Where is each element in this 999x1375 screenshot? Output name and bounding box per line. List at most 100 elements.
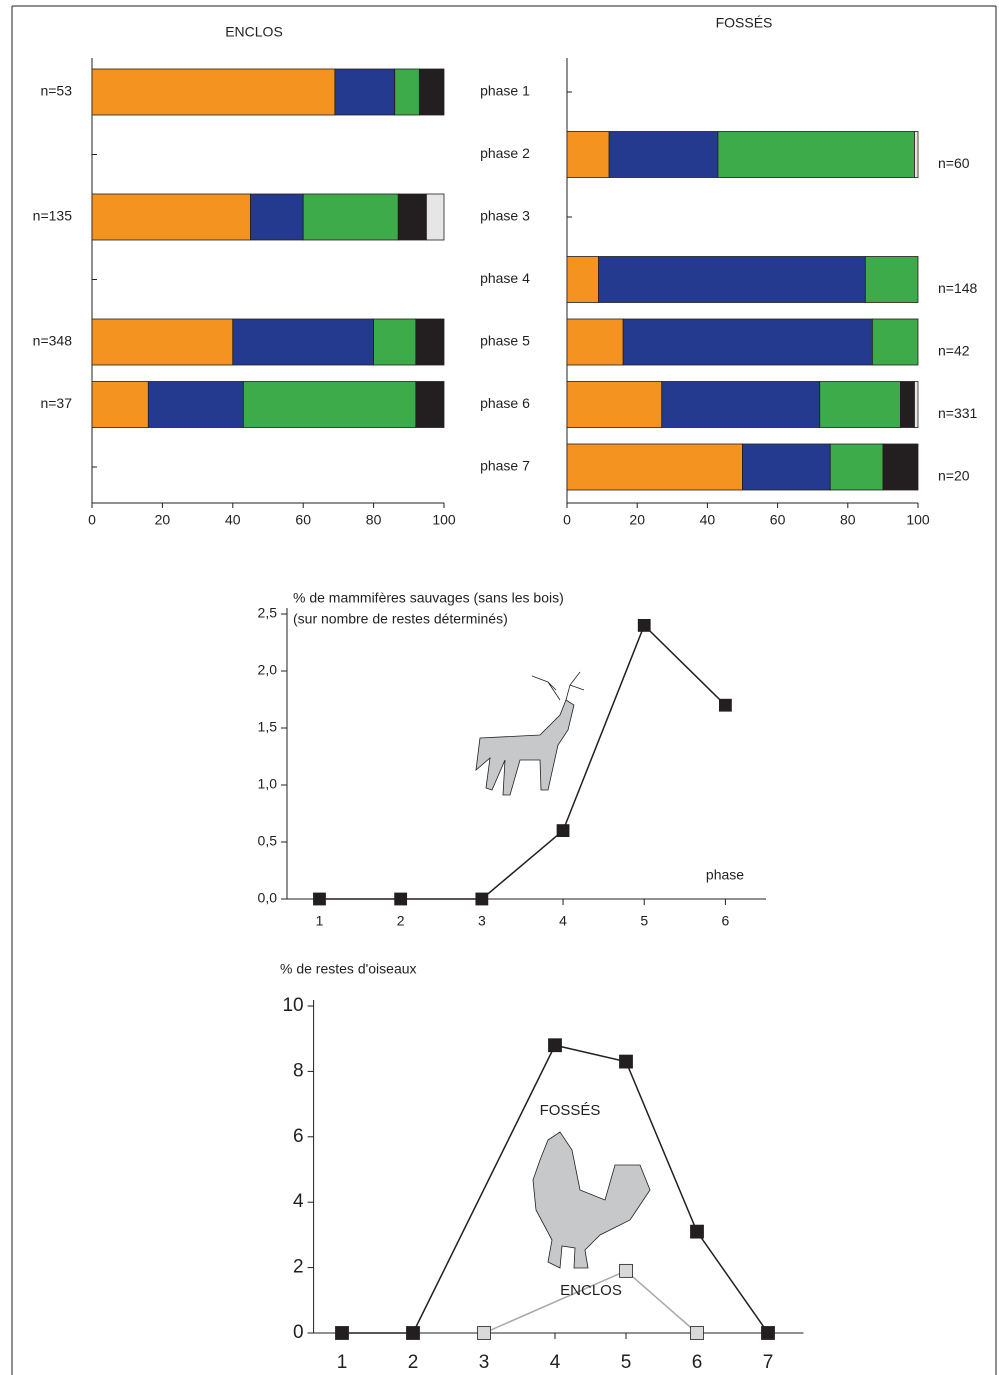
series-label: FOSSÉS bbox=[540, 1102, 601, 1119]
marker bbox=[719, 698, 732, 712]
y-tick-label: 2,5 bbox=[258, 605, 278, 621]
bar-segment bbox=[91, 193, 251, 241]
phase-label: phase 4 bbox=[480, 270, 530, 286]
phase-label: phase 1 bbox=[480, 83, 530, 99]
bar-segment bbox=[91, 318, 234, 366]
x-tick-label: 4 bbox=[550, 1352, 561, 1373]
x-tick-label: 60 bbox=[770, 512, 786, 528]
bar-segment bbox=[415, 381, 445, 428]
bar-segment bbox=[914, 381, 919, 428]
marker bbox=[690, 1224, 704, 1239]
y-tick-label: 6 bbox=[293, 1126, 304, 1147]
chart-title: % de mammifères sauvages (sans les bois) bbox=[293, 590, 564, 606]
n-label: n=53 bbox=[40, 83, 72, 99]
y-tick-label: 8 bbox=[293, 1060, 304, 1081]
deer-icon bbox=[475, 671, 585, 796]
x-tick-label: 80 bbox=[840, 512, 856, 528]
x-tick-label: 20 bbox=[629, 512, 645, 528]
bar-segment bbox=[871, 318, 919, 366]
bar-segment bbox=[608, 131, 719, 178]
y-tick-label: 2 bbox=[293, 1257, 304, 1278]
bar-segment bbox=[742, 443, 831, 491]
series-line bbox=[319, 624, 726, 900]
phase-label: phase 7 bbox=[480, 458, 530, 474]
bar-segment bbox=[397, 193, 427, 241]
phase-label: phase 5 bbox=[480, 333, 530, 349]
bar-segment bbox=[566, 131, 610, 178]
bar-segment bbox=[91, 68, 336, 116]
x-tick-label: 60 bbox=[295, 512, 311, 528]
marker bbox=[477, 1326, 491, 1340]
chart-title: FOSSÉS bbox=[716, 15, 773, 31]
marker bbox=[619, 1263, 633, 1278]
phase-label: phase 3 bbox=[480, 208, 530, 224]
bar-segment bbox=[302, 193, 399, 241]
bar-segment bbox=[900, 381, 915, 428]
bar-segment bbox=[914, 131, 919, 178]
x-tick-label: 7 bbox=[763, 1352, 774, 1373]
series-line bbox=[342, 1044, 769, 1334]
y-tick-label: 4 bbox=[293, 1191, 304, 1212]
series-label: ENCLOS bbox=[560, 1282, 622, 1299]
bar-segment bbox=[622, 318, 873, 366]
x-tick-label: 1 bbox=[337, 1352, 348, 1373]
x-tick-label: 40 bbox=[225, 512, 241, 528]
x-tick-label: 3 bbox=[479, 1352, 490, 1373]
bar-segment bbox=[661, 381, 821, 428]
x-tick-label: 5 bbox=[621, 1352, 632, 1373]
marker bbox=[335, 1326, 349, 1340]
marker bbox=[761, 1326, 775, 1340]
x-tick-label: 0 bbox=[88, 512, 96, 528]
y-tick-label: 1,5 bbox=[258, 719, 278, 735]
bar-segment bbox=[819, 381, 901, 428]
bar-segment bbox=[566, 318, 624, 366]
marker bbox=[548, 1038, 562, 1053]
bar-segment bbox=[418, 68, 445, 116]
bar-segment bbox=[882, 443, 919, 491]
x-tick-label: 3 bbox=[478, 913, 486, 929]
y-tick-label: 2,0 bbox=[258, 662, 278, 678]
x-tick-label: 20 bbox=[155, 512, 171, 528]
bar-segment bbox=[91, 381, 149, 428]
n-label: n=135 bbox=[33, 208, 73, 224]
x-tick-label: 2 bbox=[397, 913, 405, 929]
x-tick-label: 100 bbox=[432, 512, 456, 528]
bar-segment bbox=[334, 68, 396, 116]
x-axis-label: phase bbox=[706, 867, 744, 883]
marker bbox=[556, 824, 570, 837]
x-tick-label: 6 bbox=[722, 913, 730, 929]
phase-label: phase 2 bbox=[480, 145, 530, 161]
x-tick-label: 100 bbox=[906, 512, 930, 528]
bar-segment bbox=[147, 381, 244, 428]
n-label: n=148 bbox=[938, 280, 978, 296]
bar-segment bbox=[566, 443, 743, 491]
bar-segment bbox=[415, 318, 445, 366]
phase-label: phase 6 bbox=[480, 395, 530, 411]
x-tick-label: 5 bbox=[640, 913, 648, 929]
marker bbox=[619, 1054, 633, 1069]
chart-subtitle: (sur nombre de restes déterminés) bbox=[293, 611, 508, 627]
n-label: n=20 bbox=[938, 468, 970, 484]
y-tick-label: 0 bbox=[293, 1322, 304, 1343]
y-tick-label: 1,0 bbox=[258, 776, 278, 792]
n-label: n=42 bbox=[938, 343, 970, 359]
bar-segment bbox=[717, 131, 915, 178]
n-label: n=348 bbox=[33, 333, 73, 349]
x-tick-label: 40 bbox=[700, 512, 716, 528]
y-tick-label: 0,0 bbox=[258, 890, 278, 906]
x-tick-label: 6 bbox=[692, 1352, 703, 1373]
marker bbox=[394, 892, 408, 906]
bar-segment bbox=[242, 381, 417, 428]
marker bbox=[313, 892, 326, 906]
rooster-icon bbox=[532, 1131, 651, 1269]
marker bbox=[406, 1326, 420, 1340]
bar-segment bbox=[829, 443, 884, 491]
bar-segment bbox=[232, 318, 375, 366]
bar-segment bbox=[425, 193, 445, 241]
x-tick-label: 4 bbox=[559, 913, 567, 929]
bar-segment bbox=[598, 256, 866, 303]
bar-segment bbox=[864, 256, 919, 303]
x-tick-label: 1 bbox=[316, 913, 324, 929]
marker bbox=[475, 892, 489, 906]
